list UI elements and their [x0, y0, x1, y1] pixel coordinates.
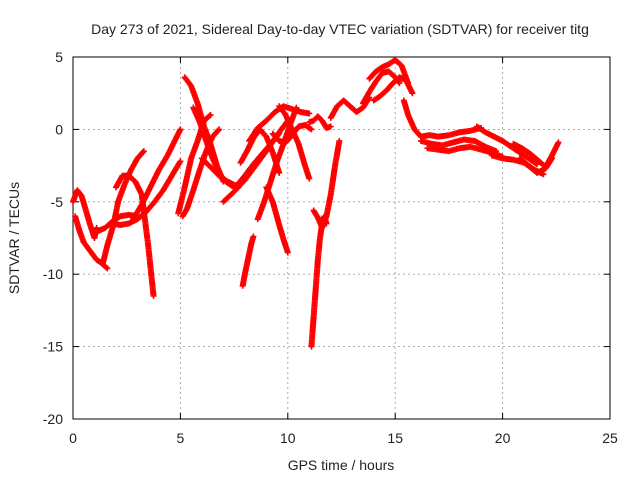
data-point-marker: [306, 110, 313, 117]
x-tick-label: 20: [495, 430, 511, 446]
axis-ticks: [72, 56, 611, 420]
series-track-21: [308, 213, 330, 350]
data-point-marker: [308, 126, 315, 133]
series-track-23: [306, 113, 334, 131]
x-tick-label: 10: [280, 430, 296, 446]
data-point-marker: [327, 123, 334, 130]
series-track-1: [70, 187, 100, 241]
data-point-marker: [293, 104, 300, 111]
x-tick-label: 15: [387, 430, 403, 446]
y-tick-label: -15: [43, 339, 63, 355]
series-track-18: [263, 184, 291, 256]
series-track-34: [516, 155, 556, 176]
series-track-19: [276, 103, 313, 182]
data-point-marker: [555, 139, 562, 146]
data-point-marker: [104, 265, 111, 272]
series-track-8: [175, 111, 214, 217]
data-point-marker: [177, 126, 184, 133]
x-tick-label: 5: [177, 430, 185, 446]
y-tick-label: -5: [51, 194, 64, 210]
series-track-2: [72, 213, 111, 272]
data-point-marker: [284, 249, 291, 256]
series-track-14: [239, 233, 257, 289]
x-tick-label: 25: [602, 430, 618, 446]
series-track-7: [130, 126, 184, 223]
y-axis-label: SDTVAR / TECUs: [6, 182, 22, 294]
chart-title: Day 273 of 2021, Sidereal Day-to-day VTE…: [91, 21, 589, 37]
series-track-25: [359, 68, 403, 107]
data-point-marker: [103, 264, 110, 271]
y-tick-label: -20: [43, 411, 63, 427]
x-tick-label: 0: [69, 430, 77, 446]
series-track-28: [400, 97, 485, 140]
data-point-marker: [396, 80, 403, 87]
data-point-marker: [216, 126, 223, 133]
series-track-30: [424, 143, 506, 160]
series-track-20: [269, 122, 315, 146]
series-track-22: [310, 137, 343, 231]
data-point-marker: [250, 233, 257, 240]
tick-labels: 0 5 10 15 20 25 5 0 -5 -10 -15 -20: [43, 49, 618, 446]
y-tick-label: 0: [55, 121, 63, 137]
data-point-marker: [206, 112, 213, 119]
data-point-marker: [177, 158, 184, 165]
data-point-marker: [409, 90, 416, 97]
series-track-9: [179, 126, 223, 220]
y-tick-label: 5: [55, 49, 63, 65]
plot-frame: [72, 56, 611, 420]
data-point-marker: [306, 175, 313, 182]
data-point-marker: [139, 149, 146, 156]
grid-lines: [73, 57, 610, 419]
series-track-31: [473, 123, 540, 168]
data-point-marker: [336, 137, 343, 144]
x-axis-label: GPS time / hours: [288, 457, 395, 473]
data-point-marker: [140, 148, 147, 155]
data-point-marker: [150, 292, 157, 299]
data-point-marker: [207, 111, 214, 118]
data-points: [70, 56, 562, 350]
y-tick-label: -10: [43, 266, 63, 282]
data-point-marker: [549, 155, 556, 162]
series-track-27: [370, 74, 416, 104]
data-point-marker: [276, 169, 283, 176]
series-track-13: [220, 117, 291, 205]
data-point-marker: [215, 127, 222, 134]
